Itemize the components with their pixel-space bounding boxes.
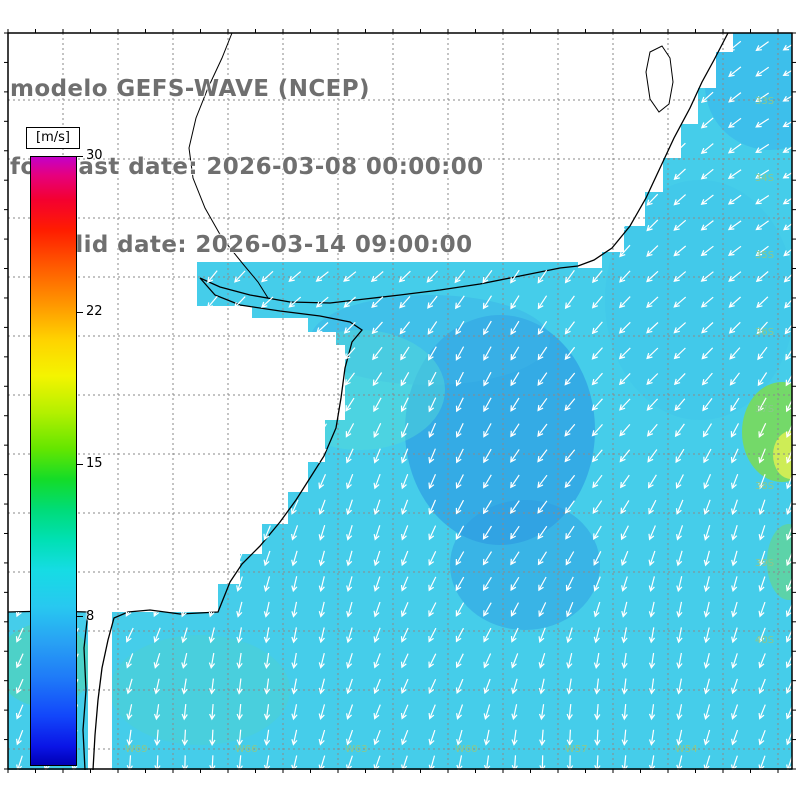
wind-speed-patch	[773, 431, 792, 479]
colorbar-tick	[77, 155, 83, 157]
model-title: modelo GEFS-WAVE (NCEP)	[10, 76, 370, 102]
colorbar	[30, 156, 77, 766]
colorbar-tick	[77, 616, 83, 618]
forecast-date-label: forecast date: 2026-03-08 00:00:00	[10, 154, 484, 180]
lagoon-outline	[645, 45, 674, 113]
river-path	[188, 32, 269, 299]
wind-speed-patch	[450, 500, 600, 630]
longitude-label: W63	[345, 744, 368, 755]
latitude-label: 36S	[755, 327, 774, 338]
longitude-label: W69	[125, 744, 148, 755]
colorbar-tick-label: 8	[86, 608, 95, 624]
colorbar-tick-label: 30	[86, 148, 103, 163]
coastline-path	[7, 32, 729, 771]
latitude-label: 35S	[755, 250, 774, 261]
grid-lines	[8, 33, 792, 769]
wind-speed-patch	[605, 180, 792, 420]
latitude-label: 34S	[755, 173, 774, 184]
valid-date-label: valid date: 2026-03-14 09:00:00	[44, 232, 473, 258]
longitude-label: W60	[455, 744, 478, 755]
latitude-label: 33S	[755, 96, 774, 107]
colorbar-tick	[77, 311, 83, 313]
map-frame	[7, 32, 793, 770]
longitude-label: W57	[565, 744, 588, 755]
wind-speed-patch	[310, 295, 550, 385]
latitude-label: 39S	[755, 558, 774, 569]
longitude-label: W54	[675, 744, 698, 755]
latitude-label: 37S	[755, 404, 774, 415]
longitude-label: W66	[235, 744, 258, 755]
colorbar-unit-label: [m/s]	[26, 127, 80, 149]
title-block: modelo GEFS-WAVE (NCEP) forecast date: 2…	[10, 24, 484, 310]
latitude-label: 38S	[755, 481, 774, 492]
latitude-label: 40S	[755, 635, 774, 646]
colorbar-tick	[77, 463, 83, 465]
colorbar-tick-label: 22	[86, 304, 103, 320]
colorbar-tick-label: 15	[86, 456, 103, 472]
wind-speed-patch	[705, 33, 792, 150]
